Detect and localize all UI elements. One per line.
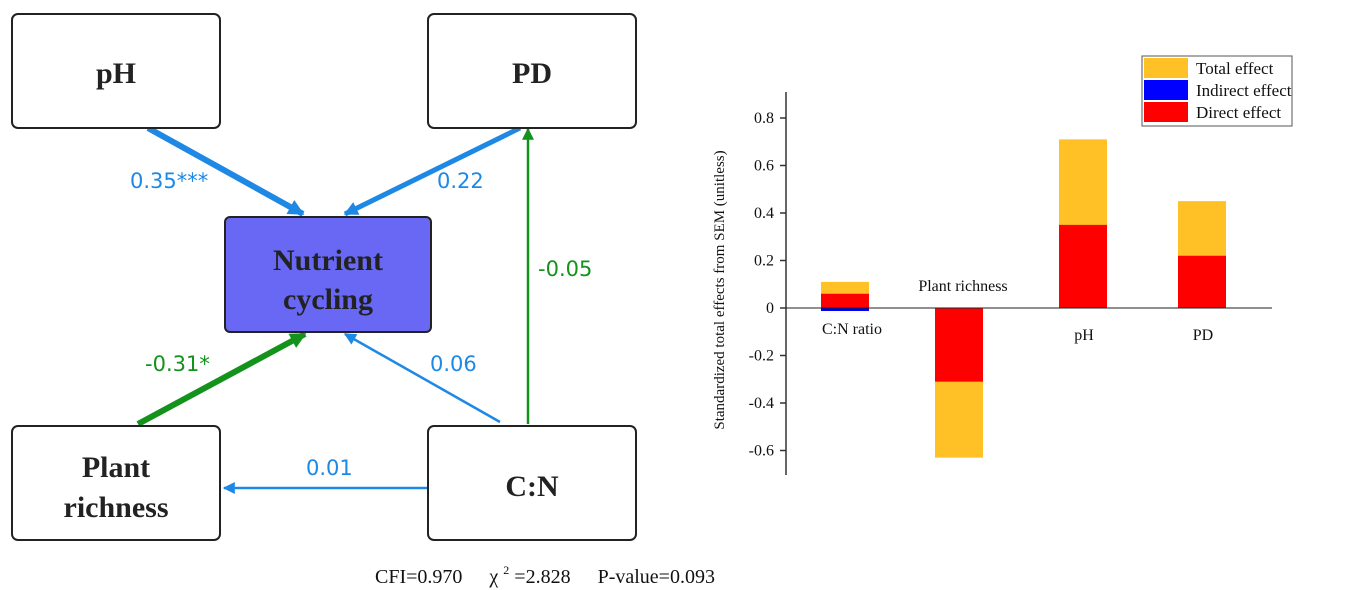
model-fit-statistics: CFI=0.970 χ 2 =2.828 P-value=0.093: [375, 557, 715, 588]
arrow-cn-to-nutrient: [343, 332, 501, 424]
bar-direct-effect: [935, 308, 983, 382]
node-plant-richness-label-line1: Plant: [82, 451, 150, 484]
node-nutrient-label-line2: cycling: [283, 283, 373, 316]
y-tick-label: -0.4: [749, 395, 774, 412]
y-tick-label: 0.8: [754, 110, 774, 127]
fit-chi-superscript: 2: [503, 563, 509, 577]
bar-direct-effect: [1178, 255, 1226, 308]
fit-chi-value: =2.828: [514, 566, 570, 588]
legend: Total effect Indirect effect Direct effect: [1141, 55, 1293, 127]
category-label: C:N ratio: [822, 321, 882, 338]
category-label: PD: [1193, 327, 1213, 344]
path-label-pd-nutrient: 0.22: [437, 169, 484, 193]
fit-cfi: CFI=0.970: [375, 566, 462, 588]
legend-swatch: [1144, 102, 1188, 122]
category-label: pH: [1074, 327, 1094, 344]
y-tick-label: 0.2: [754, 253, 774, 270]
fit-p-value: P-value=0.093: [598, 566, 715, 588]
legend-entry: Indirect effect: [1196, 81, 1292, 100]
node-pd-label: PD: [512, 57, 552, 90]
path-label-cn-plant: 0.01: [306, 456, 353, 480]
arrow-pd-to-nutrient: [343, 125, 522, 217]
effects-bar-chart: Standardized total effects from SEM (uni…: [712, 55, 1293, 475]
path-label-cn-pd: -0.05: [538, 257, 592, 281]
y-ticks: 0.8 0.6 0.4 0.2 0 -0.2 -0.4 -0.6: [749, 110, 786, 460]
bar-direct-effect: [821, 293, 869, 308]
node-nutrient-label-line1: Nutrient: [273, 244, 383, 277]
node-plant-richness-label-line2: richness: [64, 491, 169, 524]
sem-diagram: pH PD Nutrient cycling Plant richness C:…: [11, 13, 637, 541]
y-tick-label: 0.4: [754, 205, 774, 222]
path-label-ph-nutrient: 0.35***: [130, 169, 208, 193]
category-label: Plant richness: [918, 278, 1007, 295]
y-axis-label: Standardized total effects from SEM (uni…: [712, 150, 728, 429]
node-pd-box: [427, 13, 637, 129]
category-labels: C:N ratio Plant richness pH PD: [822, 278, 1213, 344]
bars: [821, 139, 1226, 458]
legend-entry: Total effect: [1196, 59, 1274, 78]
node-plant-richness-box: [11, 425, 221, 541]
legend-swatch: [1144, 80, 1188, 100]
node-cn-box: [427, 425, 637, 541]
y-tick-label: 0: [766, 300, 774, 317]
legend-swatch: [1144, 58, 1188, 78]
arrow-plant-to-nutrient: [136, 331, 307, 427]
y-tick-label: -0.2: [749, 348, 774, 365]
y-tick-label: 0.6: [754, 158, 774, 175]
path-label-cn-nutrient: 0.06: [430, 352, 477, 376]
path-label-plant-nutrient: -0.31*: [145, 352, 210, 376]
node-nutrient-box: [224, 216, 432, 333]
node-ph-box: [11, 13, 221, 129]
legend-entry: Direct effect: [1196, 103, 1281, 122]
fit-chi-symbol: χ: [488, 566, 498, 588]
bar-direct-effect: [1059, 224, 1107, 308]
node-cn-label: C:N: [505, 470, 559, 503]
bar-indirect-effect: [821, 308, 869, 311]
node-ph-label: pH: [96, 57, 136, 90]
arrow-ph-to-nutrient: [146, 125, 305, 217]
y-tick-label: -0.6: [749, 443, 774, 460]
